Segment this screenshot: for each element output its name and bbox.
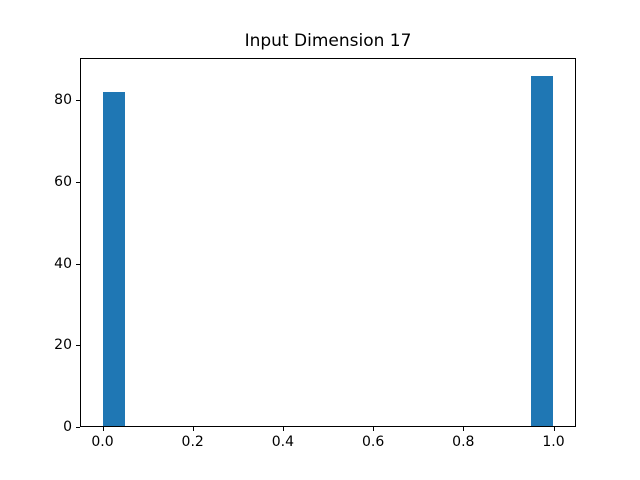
plot-area [80, 58, 576, 427]
x-axis-tick-label: 0.4 [271, 434, 295, 450]
y-axis-tick-mark [76, 427, 80, 428]
x-axis-tick-mark [192, 427, 194, 431]
x-axis-tick-mark [282, 427, 284, 431]
y-axis-tick-mark [76, 100, 80, 102]
y-axis-tick-mark [76, 345, 80, 347]
x-axis-tick-mark [102, 427, 104, 431]
x-axis-tick-mark [553, 427, 555, 431]
x-axis-tick-label: 0.8 [452, 434, 475, 450]
y-axis-tick-label: 80 [54, 92, 72, 109]
histogram-bar [102, 91, 125, 426]
x-axis-tick-label: 0.0 [91, 434, 114, 450]
x-axis-tick-mark [373, 427, 375, 431]
y-axis-tick-label: 40 [54, 255, 72, 272]
y-axis-tick-mark [76, 181, 80, 183]
y-axis-tick-mark [76, 263, 80, 265]
x-axis-tick-label: 0.6 [361, 434, 385, 450]
x-axis-tick-label: 0.2 [181, 434, 204, 450]
y-axis-tick-label: 0 [63, 419, 72, 435]
x-axis-tick-label: 1.0 [542, 434, 565, 450]
y-axis-tick-label: 20 [54, 337, 72, 354]
chart-title: Input Dimension 17 [244, 31, 412, 51]
histogram-bar [530, 75, 554, 426]
x-axis-tick-mark [463, 427, 465, 431]
y-axis-tick-label: 60 [54, 173, 72, 190]
